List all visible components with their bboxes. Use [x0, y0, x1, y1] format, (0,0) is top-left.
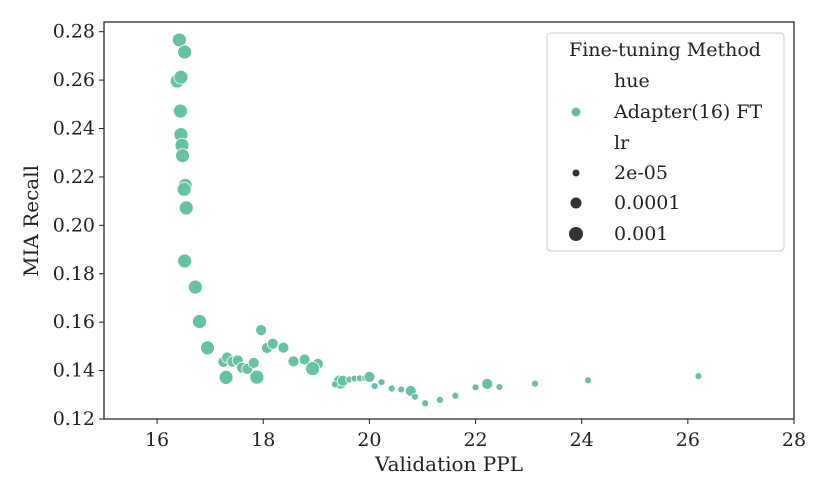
y-tick-label: 0.28 [53, 21, 95, 43]
data-point [255, 324, 268, 337]
legend-size-marker-large [569, 227, 583, 241]
x-axis-label: Validation PPL [374, 452, 523, 476]
y-tick-label: 0.20 [53, 214, 95, 236]
data-point [584, 376, 592, 385]
data-point [421, 399, 430, 408]
legend-size-label-large: 0.001 [614, 223, 668, 245]
data-point [363, 370, 376, 383]
x-tick-label: 24 [570, 429, 594, 451]
legend-hue-header: hue [614, 70, 650, 92]
data-point [173, 103, 188, 119]
y-tick-label: 0.14 [53, 360, 95, 382]
data-point [287, 355, 300, 368]
axis-ticks: 16 18 20 22 24 26 28 0.12 0.14 0.16 0.18 0.20 0.22 0.… [53, 21, 806, 451]
data-point [481, 377, 494, 390]
data-point [192, 314, 207, 329]
data-point [370, 382, 379, 390]
legend-size-label-small: 2e-05 [614, 162, 668, 184]
legend-box [546, 32, 785, 252]
y-tick-label: 0.24 [53, 118, 95, 140]
x-tick-label: 22 [463, 429, 487, 451]
data-point [531, 379, 539, 388]
legend-title: Fine-tuning Method [569, 39, 761, 61]
y-tick-label: 0.18 [53, 263, 95, 285]
data-point [187, 279, 203, 295]
x-tick-label: 18 [251, 429, 275, 451]
data-point [305, 361, 320, 377]
legend-size-marker-medium [570, 197, 582, 209]
x-tick-label: 26 [676, 429, 700, 451]
data-point [436, 395, 444, 404]
data-point [471, 383, 480, 392]
legend-hue-label: Adapter(16) FT [613, 101, 763, 123]
y-tick-label: 0.16 [53, 311, 95, 333]
data-point [451, 391, 460, 400]
data-point [178, 200, 194, 216]
y-axis-label: MIA Recall [19, 165, 43, 277]
legend-size-header: lr [614, 132, 630, 154]
data-point [177, 44, 193, 60]
data-point [694, 372, 703, 381]
x-tick-label: 20 [357, 429, 381, 451]
x-tick-label: 16 [145, 429, 169, 451]
data-point [495, 383, 504, 391]
x-tick-label: 28 [782, 429, 806, 451]
data-point [249, 369, 265, 385]
data-point [277, 341, 290, 354]
legend: Fine-tuning Method hue Adapter(16) FT lr… [546, 32, 785, 252]
legend-hue-marker [571, 107, 581, 117]
legend-size-label-medium: 0.0001 [614, 192, 680, 214]
data-point [218, 369, 234, 385]
y-tick-label: 0.12 [53, 408, 95, 430]
data-point [397, 385, 406, 394]
plot-frame [103, 21, 795, 420]
y-tick-label: 0.26 [53, 69, 95, 91]
data-point [377, 378, 386, 387]
data-points [169, 32, 703, 408]
legend-size-marker-small [572, 169, 580, 177]
data-point [176, 181, 192, 197]
data-point [200, 340, 215, 356]
data-point [177, 253, 193, 269]
data-point [173, 69, 189, 85]
data-point [266, 337, 279, 350]
data-point [247, 356, 260, 369]
data-point [387, 384, 396, 393]
data-point [298, 353, 311, 366]
data-point [411, 392, 419, 401]
data-point [175, 148, 190, 164]
y-tick-label: 0.22 [53, 166, 95, 188]
